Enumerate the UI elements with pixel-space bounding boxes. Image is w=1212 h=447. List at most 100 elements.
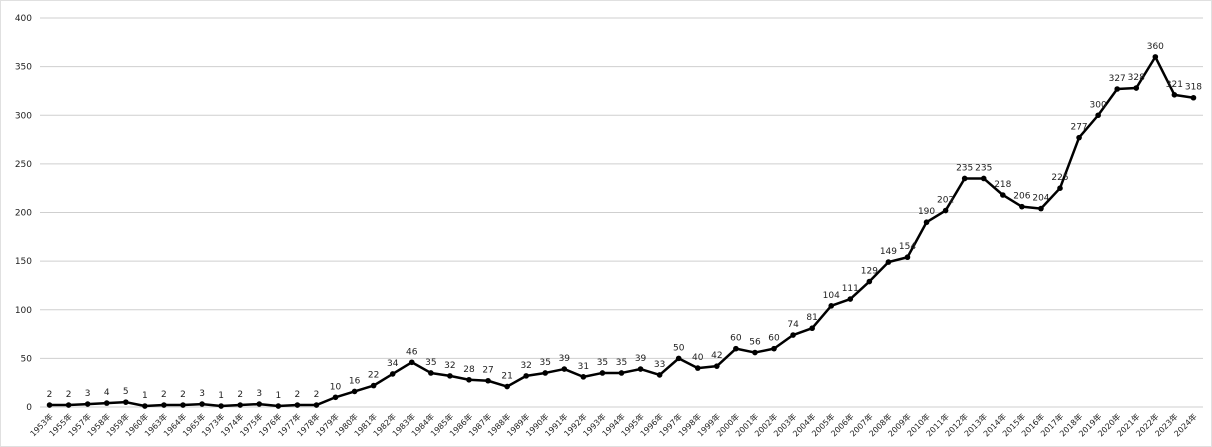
data-label: 74 — [787, 320, 799, 330]
data-label: 4 — [104, 388, 110, 398]
data-point — [1038, 205, 1044, 212]
data-label: 22 — [368, 371, 379, 381]
data-label: 32 — [444, 361, 455, 371]
data-point — [1114, 86, 1121, 92]
data-point — [84, 401, 91, 407]
data-label: 2 — [237, 390, 243, 400]
data-point — [580, 374, 587, 380]
data-label: 327 — [1109, 74, 1126, 84]
data-point — [752, 349, 758, 356]
data-label: 360 — [1147, 42, 1164, 52]
data-label: 81 — [806, 313, 817, 323]
data-label: 318 — [1185, 83, 1202, 93]
data-point — [656, 372, 663, 378]
data-label: 3 — [85, 389, 91, 399]
data-label: 3 — [199, 389, 205, 399]
data-label: 35 — [597, 358, 608, 368]
data-label: 104 — [823, 291, 840, 301]
data-label: 129 — [861, 267, 878, 277]
data-label: 35 — [540, 358, 551, 368]
data-label: 1 — [142, 391, 148, 401]
data-label: 32 — [520, 361, 531, 371]
y-tick-label: 250 — [15, 160, 32, 170]
data-point — [180, 402, 186, 408]
data-point — [199, 401, 205, 407]
data-label: 46 — [406, 347, 418, 357]
data-label: 2 — [180, 390, 186, 400]
data-label: 35 — [425, 358, 436, 368]
data-label: 149 — [880, 247, 897, 257]
data-label: 34 — [387, 359, 399, 369]
data-label: 204 — [1032, 194, 1049, 204]
data-point — [504, 383, 510, 390]
data-label: 42 — [711, 351, 722, 361]
data-point — [313, 402, 320, 408]
data-point — [332, 394, 339, 401]
data-label: 1 — [218, 391, 224, 401]
data-point — [389, 371, 396, 377]
data-point — [485, 377, 491, 384]
data-point — [218, 403, 224, 409]
y-tick-label: 400 — [15, 14, 32, 24]
data-point — [466, 376, 472, 383]
data-label: 3 — [256, 389, 262, 399]
data-point — [866, 278, 873, 285]
data-label: 328 — [1128, 73, 1145, 83]
data-point — [847, 296, 854, 302]
data-point — [1019, 203, 1025, 210]
data-line — [49, 55, 1194, 408]
data-point — [103, 400, 110, 406]
data-point — [142, 403, 148, 409]
data-label: 154 — [899, 242, 916, 252]
y-tick-label: 100 — [15, 306, 32, 316]
y-tick-label: 0 — [26, 403, 32, 413]
data-label: 50 — [673, 343, 685, 353]
y-tick-label: 300 — [15, 111, 32, 121]
data-label: 1 — [275, 391, 281, 401]
data-point — [1133, 85, 1140, 91]
data-point — [904, 254, 911, 261]
data-point — [122, 399, 129, 405]
data-label: 60 — [730, 334, 742, 344]
data-point — [961, 175, 968, 182]
data-point — [1057, 185, 1063, 191]
data-point — [523, 373, 529, 379]
data-label: 16 — [349, 376, 361, 386]
y-tick-label: 150 — [15, 257, 32, 267]
data-label: 277 — [1070, 123, 1087, 133]
data-point — [1152, 54, 1159, 60]
data-point — [428, 370, 434, 376]
data-point — [675, 355, 682, 362]
data-label: 39 — [635, 354, 647, 364]
data-label: 28 — [463, 365, 475, 375]
data-point — [790, 332, 796, 338]
data-point — [65, 402, 72, 408]
data-point — [771, 345, 777, 352]
data-point — [447, 373, 453, 379]
data-label: 235 — [975, 163, 992, 173]
data-label: 206 — [1013, 192, 1030, 202]
y-tick-label: 200 — [15, 209, 32, 219]
y-tick-label: 350 — [15, 63, 32, 73]
data-label: 21 — [501, 372, 512, 382]
data-label: 2 — [295, 390, 301, 400]
data-point — [923, 219, 930, 226]
data-label: 111 — [842, 284, 859, 294]
data-point — [809, 325, 815, 332]
data-label: 321 — [1166, 80, 1183, 90]
data-point — [637, 366, 644, 372]
data-point — [561, 366, 568, 372]
data-point — [714, 363, 720, 369]
data-label: 31 — [578, 362, 589, 372]
data-point — [1076, 134, 1082, 141]
data-point — [542, 370, 549, 376]
data-point — [370, 382, 377, 389]
data-point — [161, 402, 167, 408]
data-label: 5 — [123, 387, 129, 397]
data-label: 60 — [768, 334, 780, 344]
data-label: 40 — [692, 353, 704, 363]
data-label: 190 — [918, 207, 935, 217]
data-point — [980, 175, 987, 182]
data-label: 225 — [1051, 173, 1068, 183]
